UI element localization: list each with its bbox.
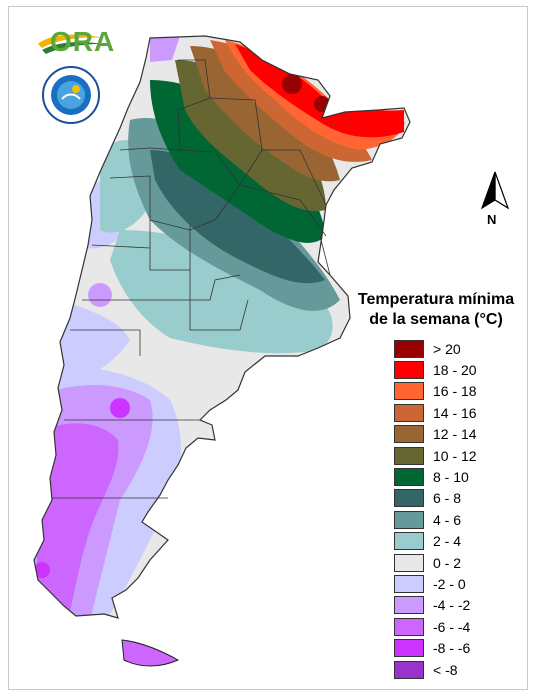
zone-mild-center (110, 230, 333, 354)
legend-swatch (394, 596, 424, 615)
legend-item: 14 - 16 (394, 402, 526, 423)
legend-swatch (394, 468, 424, 487)
legend-item: > 20 (394, 338, 526, 359)
province-borders (33, 35, 411, 619)
legend-item: -8 - -6 (394, 637, 526, 658)
legend-label: 16 - 18 (433, 383, 477, 400)
legend-swatch (394, 382, 424, 401)
legend-item: 18 - 20 (394, 359, 526, 380)
legend-title-line1: Temperatura mínima (357, 291, 515, 308)
map-fill (34, 36, 410, 667)
ora-swoosh-icon (38, 34, 104, 54)
legend-item: 2 - 4 (394, 531, 526, 552)
zone-dark-teal (150, 150, 325, 284)
zone-cool-northwest-tip (150, 36, 180, 62)
zone-brown (190, 46, 340, 182)
legend-item: -4 - -2 (394, 595, 526, 616)
legend-item: 6 - 8 (394, 488, 526, 509)
legend-item: 16 - 18 (394, 381, 526, 402)
legend-swatch (394, 532, 424, 551)
legend-item: -6 - -4 (394, 616, 526, 637)
legend: Temperatura mínima de la semana (°C) > 2… (346, 290, 526, 680)
legend-label: 2 - 4 (433, 533, 462, 550)
falklands-tip (121, 639, 180, 667)
legend-label: 18 - 20 (433, 362, 477, 379)
north-arrow-label: N (487, 212, 497, 227)
legend-swatch (394, 510, 424, 529)
north-arrow-icon (480, 171, 510, 210)
legend-item: < -8 (394, 659, 526, 680)
legend-swatch (394, 553, 424, 572)
legend-item: 4 - 6 (394, 509, 526, 530)
legend-label: < -8 (433, 661, 458, 678)
legend-swatch (394, 339, 424, 358)
legend-label: 8 - 10 (433, 469, 469, 486)
legend-title-line2: de la semana (°C) (369, 311, 503, 328)
zone-cold-south-3 (36, 423, 119, 612)
legend-item: 8 - 10 (394, 466, 526, 487)
legend-item: -2 - 0 (394, 573, 526, 594)
legend-label: > 20 (433, 340, 461, 357)
legend-swatch (394, 403, 424, 422)
ora-logo-text: ORA (50, 26, 116, 57)
legend-swatch (394, 425, 424, 444)
legend-item: 10 - 12 (394, 445, 526, 466)
legend-item: 0 - 2 (394, 552, 526, 573)
legend-swatch (394, 639, 424, 658)
legend-label: -6 - -4 (433, 618, 471, 635)
zone-cold-spot (110, 398, 130, 418)
legend-label: 12 - 14 (433, 426, 477, 443)
legend-label: 4 - 6 (433, 511, 462, 528)
legend-label: -8 - -6 (433, 640, 471, 657)
legend-label: 14 - 16 (433, 404, 477, 421)
legend-items: > 20 18 - 20 16 - 18 14 - 16 12 - 14 10 - 12 8… (394, 338, 526, 680)
legend-label: 6 - 8 (433, 490, 462, 507)
legend-swatch (394, 574, 424, 593)
legend-label: -2 - 0 (433, 575, 466, 592)
legend-swatch (394, 660, 424, 679)
legend-swatch (394, 617, 424, 636)
legend-swatch (394, 361, 424, 380)
zone-cold-spot-3 (88, 283, 112, 307)
legend-label: -4 - -2 (433, 597, 471, 614)
legend-item: 12 - 14 (394, 424, 526, 445)
legend-swatch (394, 446, 424, 465)
legend-label: 10 - 12 (433, 447, 477, 464)
smn-seal-icon (42, 66, 100, 124)
legend-label: 0 - 2 (433, 554, 462, 571)
zone-hot-spot (282, 74, 302, 94)
ora-logo: ORA (36, 26, 114, 60)
zone-cold-spot-2 (34, 562, 50, 578)
legend-swatch (394, 489, 424, 508)
zone-cool-west (58, 300, 130, 390)
